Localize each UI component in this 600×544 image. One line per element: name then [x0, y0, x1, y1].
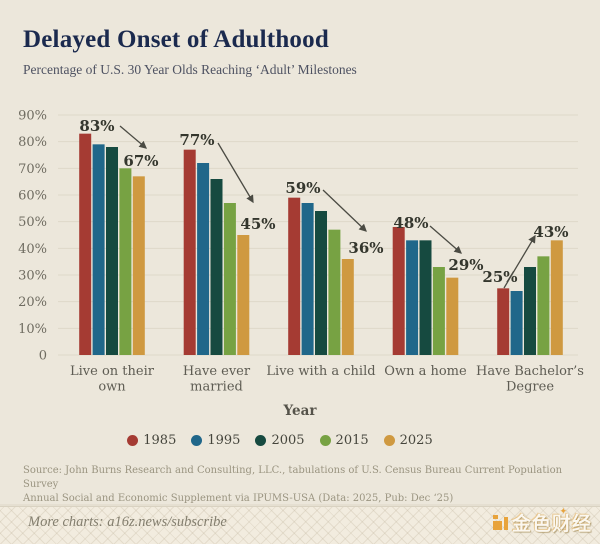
watermark-logo: 金色财经 ✦ — [492, 506, 592, 535]
bar-2015-2 — [328, 229, 341, 355]
bar-2015-0 — [119, 168, 132, 355]
bar-2025-0 — [132, 176, 145, 355]
legend-dot — [255, 434, 267, 446]
legend-item-1995: 1995 — [191, 433, 240, 448]
annotation-start: 48% — [393, 214, 428, 232]
y-tick-label: 50% — [18, 215, 47, 230]
legend-item-2005: 2005 — [255, 432, 305, 448]
bar-2005-0 — [106, 147, 118, 355]
category-label: own — [98, 380, 126, 395]
trend-arrow-down — [429, 225, 462, 254]
bar-2015-1 — [223, 203, 236, 355]
bar-2025-3 — [446, 277, 459, 355]
jinse-logo-icon — [492, 514, 508, 530]
bar-2025-2 — [341, 259, 354, 355]
chart-subtitle: Percentage of U.S. 30 Year Olds Reaching… — [23, 62, 357, 77]
star-icon: ✦ — [559, 506, 568, 517]
annotation-end: 67% — [123, 152, 158, 170]
source-note: Source: John Burns Research and Consulti… — [23, 464, 600, 506]
bar-2005-2 — [315, 211, 327, 355]
bar-1995-0 — [92, 144, 105, 355]
bar-chart: 90% 80% 70% 60% 50% 40% 30% 20% 10% 0 Live on thei… — [18, 109, 584, 395]
bar-1985-2 — [288, 197, 301, 355]
annotation-start: 83% — [79, 117, 114, 135]
legend-dot — [319, 434, 331, 446]
annotation-start: 77% — [179, 131, 214, 149]
source-line-1: Source: John Burns Research and Consulti… — [23, 465, 563, 490]
chart-legend: 1985 1995 2005 2015 2025 — [0, 430, 560, 450]
category-label: Own a home — [384, 364, 467, 379]
bar-2005-4 — [524, 267, 536, 355]
trend-arrow-down — [217, 142, 254, 204]
trend-arrow-down — [322, 189, 367, 232]
category-label: Have Bachelor’s — [476, 364, 584, 379]
category-label: married — [190, 380, 243, 395]
source-line-2: Annual Social and Economic Supplement vi… — [23, 493, 454, 504]
y-tick-label: 0 — [39, 349, 47, 364]
legend-item-2025: 2025 — [383, 432, 433, 448]
category-label: Have ever — [183, 364, 251, 379]
bar-2005-1 — [210, 179, 223, 355]
trend-arrow-down — [119, 125, 147, 149]
bar-1985-3 — [392, 227, 405, 355]
annotation-end: 45% — [240, 215, 275, 233]
y-tick-label: 10% — [18, 322, 47, 337]
bar-1985-4 — [497, 288, 510, 355]
y-tick-label: 80% — [18, 135, 47, 150]
bar-1985-1 — [183, 149, 196, 355]
legend-label: 2005 — [271, 432, 305, 448]
bar-1985-0 — [79, 133, 92, 355]
annotation-start: 59% — [285, 179, 320, 197]
y-tick-label: 20% — [18, 295, 47, 310]
bar-1995-1 — [197, 163, 210, 355]
annotation-end: 29% — [448, 256, 483, 274]
y-tick-label: 60% — [18, 189, 47, 204]
bar-1995-2 — [301, 203, 314, 355]
bar-2015-4 — [537, 256, 550, 355]
legend-dot — [191, 434, 203, 446]
more-charts-link[interactable]: More charts: a16z.news/subscribe — [28, 514, 227, 530]
trend-arrow-up — [503, 234, 536, 289]
annotation-end: 36% — [348, 239, 383, 257]
bar-1995-3 — [406, 240, 419, 355]
y-tick-label: 30% — [18, 269, 47, 284]
legend-dot — [127, 434, 139, 446]
y-tick-label: 40% — [18, 242, 47, 257]
legend-label: 2015 — [335, 432, 369, 448]
legend-item-1985: 1985 — [127, 433, 176, 448]
bar-2015-3 — [432, 267, 445, 355]
category-label: Live with a child — [266, 364, 375, 379]
legend-label: 1985 — [143, 432, 177, 448]
category-label: Degree — [506, 380, 554, 395]
legend-label: 2025 — [399, 432, 433, 448]
annotation-end: 43% — [533, 223, 568, 241]
page-title: Delayed Onset of Adulthood — [23, 26, 329, 53]
category-label: Live on their — [70, 364, 155, 379]
annotation-start: 25% — [482, 268, 517, 286]
bar-2005-3 — [419, 240, 432, 355]
legend-dot — [383, 434, 395, 446]
bar-2025-1 — [237, 235, 250, 355]
watermark-text: 金色财经 ✦ — [511, 506, 592, 535]
legend-item-2015: 2015 — [319, 432, 369, 448]
x-axis-title: Year — [283, 403, 317, 419]
legend-label: 1995 — [207, 432, 241, 448]
bar-1995-4 — [510, 291, 523, 355]
y-tick-label: 90% — [18, 109, 47, 124]
y-tick-label: 70% — [18, 162, 47, 177]
bar-2025-4 — [550, 240, 563, 355]
